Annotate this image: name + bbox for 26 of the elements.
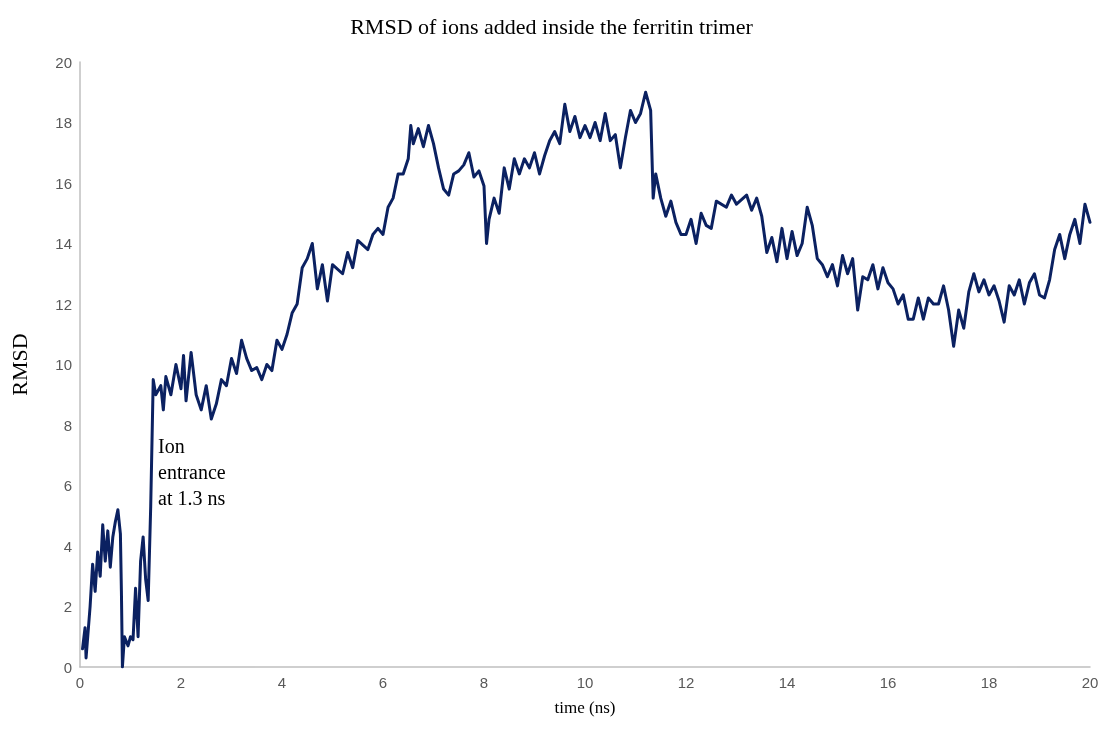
x-tick-label: 6 [378, 674, 388, 691]
y-tick-label: 18 [55, 114, 72, 131]
x-tick-label: 8 [479, 674, 489, 691]
y-tick-label: 8 [63, 416, 72, 434]
y-axis-title: RMSD [6, 333, 32, 396]
y-tick-label: 14 [55, 235, 72, 252]
x-tick-label: 0 [75, 674, 85, 691]
y-tick-label: 10 [55, 356, 72, 373]
x-tick-label: 4 [277, 674, 287, 691]
y-tick-label: 16 [55, 174, 72, 192]
y-tick-label: 6 [63, 477, 72, 494]
y-tick-label: 12 [55, 295, 72, 313]
x-tick-label: 14 [778, 674, 796, 691]
x-tick-label: 20 [1081, 674, 1099, 691]
y-tick-label: 0 [63, 658, 72, 676]
y-tick-label: 20 [55, 53, 72, 71]
y-tick-label: 4 [63, 537, 72, 555]
x-tick-label: 12 [677, 674, 695, 691]
x-tick-label: 18 [980, 674, 998, 691]
y-tick-label: 2 [63, 598, 72, 615]
x-tick-label: 2 [176, 674, 186, 691]
x-tick-label: 10 [576, 674, 594, 691]
x-axis-title: time (ns) [554, 698, 616, 717]
x-tick-label: 16 [879, 674, 897, 691]
chart-title: RMSD of ions added inside the ferritin trimer [350, 13, 754, 39]
annotation: Ion entrance at 1.3 ns [158, 435, 231, 509]
